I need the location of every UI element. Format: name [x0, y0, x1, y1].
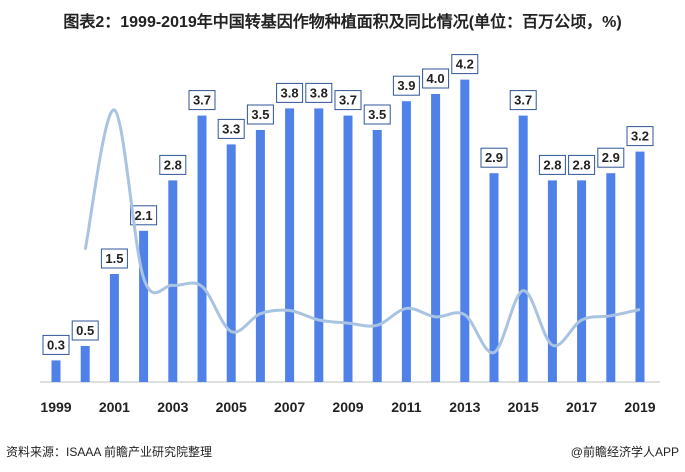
svg-text:3.5: 3.5	[251, 107, 269, 122]
data-label-2019: 3.2	[626, 126, 654, 147]
svg-text:2.8: 2.8	[573, 157, 591, 172]
bar-2000	[80, 346, 90, 382]
data-label-2000: 0.5	[71, 320, 99, 341]
x-tick-2009: 2009	[332, 399, 363, 415]
svg-text:3.7: 3.7	[339, 93, 357, 108]
bar-2013	[460, 79, 470, 382]
data-label-2010: 3.5	[363, 104, 391, 125]
source-note: 资料来源：ISAAA 前瞻产业研究院整理	[6, 445, 213, 459]
data-label-2011: 3.9	[392, 75, 420, 96]
data-label-2009: 3.7	[334, 90, 362, 111]
data-label-2018: 2.9	[597, 147, 625, 168]
x-tick-2017: 2017	[566, 399, 597, 415]
brand-credit: @前瞻经济学人APP	[570, 445, 679, 459]
bar-2014	[489, 173, 499, 382]
svg-text:1.5: 1.5	[105, 251, 123, 266]
bar-2016	[547, 180, 557, 382]
x-tick-2005: 2005	[216, 399, 247, 415]
svg-text:3.2: 3.2	[631, 129, 649, 144]
svg-text:0.5: 0.5	[76, 323, 94, 338]
bar-2011	[401, 101, 411, 382]
svg-text:3.3: 3.3	[222, 121, 240, 136]
data-label-2017: 2.8	[568, 154, 596, 175]
x-tick-1999: 1999	[40, 399, 71, 415]
bar-2012	[431, 94, 441, 382]
x-tick-2007: 2007	[274, 399, 305, 415]
bar-2001	[109, 274, 119, 382]
svg-text:0.3: 0.3	[47, 337, 65, 352]
bar-2005	[226, 144, 236, 382]
data-label-2014: 2.9	[480, 147, 508, 168]
bar-2018	[606, 173, 616, 382]
growth-line	[83, 108, 641, 355]
chart-title: 图表2：1999-2019年中国转基因作物种植面积及同比情况(单位：百万公顷，%…	[63, 14, 622, 31]
bar-2008	[314, 108, 324, 383]
data-label-1999: 0.3	[42, 334, 70, 355]
svg-text:2.8: 2.8	[543, 157, 561, 172]
data-label-2008: 3.8	[305, 82, 333, 103]
bar-2007	[285, 108, 295, 383]
svg-text:3.8: 3.8	[310, 85, 328, 100]
data-label-2004: 3.7	[188, 90, 216, 111]
svg-text:3.7: 3.7	[514, 93, 532, 108]
bar-2019	[635, 151, 645, 382]
svg-text:3.8: 3.8	[281, 85, 299, 100]
bar-2009	[343, 115, 353, 382]
x-tick-2013: 2013	[449, 399, 480, 415]
data-label-2005: 3.3	[217, 118, 245, 139]
bar-1999	[51, 360, 61, 382]
bar-2003	[168, 180, 178, 382]
bar-2017	[577, 180, 587, 382]
svg-text:4.2: 4.2	[456, 57, 474, 72]
data-label-2013: 4.2	[451, 54, 479, 75]
x-tick-2011: 2011	[391, 399, 422, 415]
bar-2004	[197, 115, 207, 382]
x-tick-2001: 2001	[99, 399, 130, 415]
bar-2010	[372, 130, 382, 382]
data-label-2002: 2.1	[130, 205, 158, 226]
svg-text:4.0: 4.0	[427, 71, 445, 86]
svg-text:3.5: 3.5	[368, 107, 386, 122]
svg-text:2.9: 2.9	[485, 150, 503, 165]
data-label-2012: 4.0	[422, 68, 450, 89]
data-label-2003: 2.8	[159, 154, 187, 175]
data-label-2016: 2.8	[538, 154, 566, 175]
data-label-2015: 3.7	[509, 90, 537, 111]
svg-text:2.1: 2.1	[135, 208, 153, 223]
x-tick-2015: 2015	[508, 399, 539, 415]
x-tick-2019: 2019	[624, 399, 655, 415]
x-tick-2003: 2003	[157, 399, 188, 415]
bar-2015	[518, 115, 528, 382]
data-label-2006: 3.5	[246, 104, 274, 125]
bar-2006	[255, 130, 265, 382]
data-label-2001: 1.5	[100, 248, 128, 269]
data-label-2007: 3.8	[276, 82, 304, 103]
bar-2002	[139, 230, 149, 382]
svg-text:2.8: 2.8	[164, 157, 182, 172]
svg-text:2.9: 2.9	[602, 150, 620, 165]
svg-text:3.9: 3.9	[397, 78, 415, 93]
svg-text:3.7: 3.7	[193, 93, 211, 108]
